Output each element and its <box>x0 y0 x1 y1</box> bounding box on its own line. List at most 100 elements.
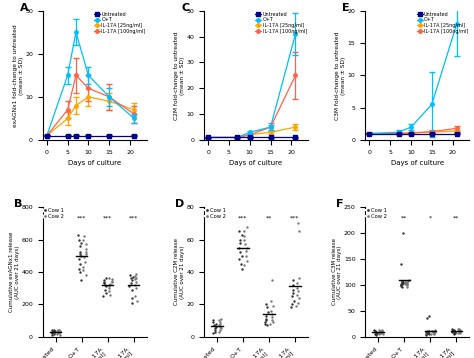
Point <box>216 321 223 326</box>
Legend: Cow 1, Cow 2: Cow 1, Cow 2 <box>204 208 226 219</box>
Y-axis label: Cumulative exAGNx1 release
(AUC over 21 days): Cumulative exAGNx1 release (AUC over 21 … <box>9 232 20 312</box>
Point <box>371 328 378 333</box>
Point <box>400 280 407 286</box>
Point <box>262 316 270 321</box>
Point <box>53 331 61 337</box>
Point <box>82 272 90 278</box>
Point <box>212 325 219 331</box>
Point <box>212 324 220 330</box>
Point <box>79 267 87 273</box>
Point <box>48 330 56 335</box>
Point <box>242 253 250 258</box>
Point <box>268 308 275 314</box>
Point <box>238 266 246 271</box>
Point <box>82 250 90 255</box>
Point <box>132 275 139 280</box>
Point <box>56 332 64 338</box>
Text: F: F <box>336 199 344 209</box>
Point <box>397 282 405 288</box>
Point <box>128 280 135 286</box>
Point <box>210 322 218 328</box>
Point <box>51 329 58 334</box>
Point <box>127 275 135 281</box>
Point <box>75 256 83 262</box>
Point <box>399 230 407 236</box>
Point <box>236 240 244 246</box>
Point <box>431 329 438 335</box>
Point <box>376 329 383 335</box>
Point <box>295 229 303 234</box>
Point <box>53 328 61 333</box>
Point <box>240 229 248 234</box>
Point <box>294 221 301 226</box>
Point <box>237 261 245 267</box>
Point <box>371 328 379 334</box>
Point <box>242 248 250 254</box>
Point <box>398 281 405 287</box>
Point <box>241 242 249 247</box>
Point <box>243 224 251 229</box>
Point <box>108 278 116 284</box>
Point <box>102 284 110 289</box>
Point <box>261 321 269 326</box>
Point <box>105 285 113 291</box>
Point <box>455 326 463 332</box>
Text: D: D <box>175 199 184 209</box>
Point <box>100 280 108 286</box>
Point <box>431 328 438 333</box>
Point <box>448 326 456 332</box>
Point <box>428 332 435 337</box>
Y-axis label: exAGNx1 fold-change to untreated
(mean ± SD): exAGNx1 fold-change to untreated (mean ±… <box>13 24 24 127</box>
Point <box>398 261 405 267</box>
Text: E: E <box>342 3 350 13</box>
Point <box>398 278 405 284</box>
Point <box>451 329 459 335</box>
Point <box>82 251 90 257</box>
Point <box>450 331 458 337</box>
Point <box>209 318 217 323</box>
Point <box>450 329 458 334</box>
Y-axis label: Cumulative C2M release
(AUC over 21 days): Cumulative C2M release (AUC over 21 days… <box>174 238 185 305</box>
Point <box>377 330 385 336</box>
Point <box>294 300 301 305</box>
Point <box>131 282 138 288</box>
Point <box>425 328 433 334</box>
Point <box>405 278 412 284</box>
Point <box>100 279 108 285</box>
Point <box>79 264 87 270</box>
Point <box>292 303 300 309</box>
Point <box>431 330 438 336</box>
Point <box>401 281 409 287</box>
Point <box>217 325 225 331</box>
Point <box>376 328 384 334</box>
Point <box>262 301 269 307</box>
Point <box>424 330 432 336</box>
Point <box>236 250 244 255</box>
Point <box>378 329 386 335</box>
Point <box>268 277 275 283</box>
Point <box>82 242 90 247</box>
Point <box>261 319 268 325</box>
Point <box>264 309 272 315</box>
Legend: Cow 1, Cow 2: Cow 1, Cow 2 <box>366 208 388 219</box>
Point <box>293 285 301 291</box>
Point <box>48 329 55 335</box>
Point <box>371 329 379 334</box>
Point <box>128 277 136 283</box>
Point <box>425 329 432 335</box>
Text: A: A <box>20 3 28 13</box>
Point <box>216 327 224 333</box>
Point <box>81 259 89 265</box>
Point <box>375 331 383 337</box>
Point <box>48 332 56 338</box>
Text: *: * <box>428 215 432 220</box>
Point <box>55 330 63 336</box>
Point <box>54 327 62 333</box>
Point <box>375 327 383 333</box>
Point <box>240 237 248 242</box>
Point <box>132 285 140 291</box>
Point <box>264 305 271 310</box>
Point <box>372 332 380 338</box>
Point <box>373 332 380 337</box>
Point <box>54 329 62 335</box>
